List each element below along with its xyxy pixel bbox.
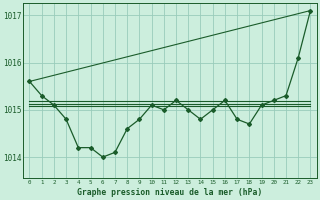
X-axis label: Graphe pression niveau de la mer (hPa): Graphe pression niveau de la mer (hPa) (77, 188, 263, 197)
